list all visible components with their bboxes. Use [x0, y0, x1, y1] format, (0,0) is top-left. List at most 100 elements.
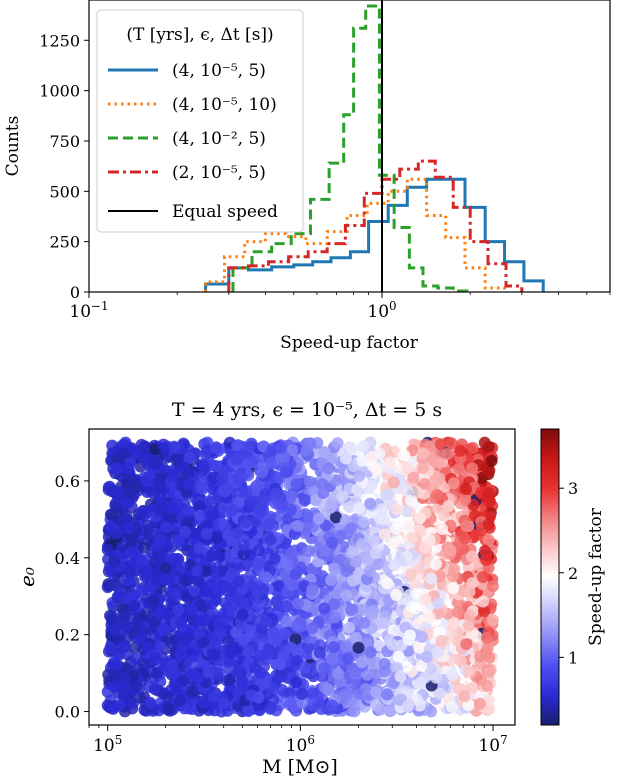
scatter-point: [446, 669, 459, 682]
scatter-point: [257, 583, 270, 596]
scatter-point: [482, 465, 495, 478]
y-tick-label: 0.2: [55, 626, 80, 645]
y-tick-label: 750: [49, 132, 80, 151]
scatter-point: [168, 587, 181, 600]
scatter-point: [322, 462, 335, 475]
histogram-ylabel: Counts: [3, 116, 23, 177]
scatter-point: [340, 565, 353, 578]
histogram-ticks: 0 250 500 750 1000 1250 10−1 100: [39, 31, 611, 322]
scatter-point: [414, 676, 427, 689]
scatter-point: [246, 579, 259, 592]
scatter-point: [482, 487, 495, 500]
scatter-point: [134, 622, 147, 635]
scatter-point: [296, 696, 309, 709]
y-tick-label: 1250: [39, 31, 80, 50]
scatter-xlabel: M [M⊙]: [262, 756, 338, 778]
scatter-point: [432, 597, 445, 610]
scatter-point: [465, 550, 478, 563]
scatter-point: [147, 594, 160, 607]
scatter-point: [344, 522, 357, 535]
scatter-point: [381, 577, 394, 590]
scatter-point: [367, 605, 380, 618]
scatter-title: T = 4 yrs, ϵ = 10⁻⁵, Δt = 5 s: [172, 399, 442, 421]
scatter-point: [185, 603, 198, 616]
scatter-point: [106, 508, 119, 521]
scatter-point: [339, 452, 352, 465]
scatter-point: [433, 472, 446, 485]
scatter-point: [306, 584, 319, 597]
scatter-point: [445, 700, 458, 713]
scatter-point: [315, 702, 328, 715]
scatter-point: [168, 468, 181, 481]
scatter-point: [220, 580, 233, 593]
scatter-point: [286, 578, 299, 591]
scatter-point: [252, 544, 265, 557]
scatter-point: [256, 466, 269, 479]
scatter-point: [466, 441, 479, 454]
scatter-point: [269, 487, 282, 500]
scatter-point: [384, 456, 397, 469]
scatter-point: [153, 504, 166, 517]
scatter-point: [193, 542, 206, 555]
scatter-point: [415, 659, 428, 672]
scatter-point: [182, 467, 195, 480]
scatter-point: [392, 517, 405, 530]
scatter-point: [376, 503, 389, 516]
scatter-point: [135, 438, 148, 451]
scatter-point: [477, 595, 490, 608]
y-tick-label: 0.4: [55, 549, 80, 568]
scatter-point: [397, 439, 410, 452]
scatter-point: [208, 648, 221, 661]
scatter-point: [377, 513, 390, 526]
legend-title: (T [yrs], ϵ, Δt [s]): [126, 25, 273, 45]
scatter-point: [108, 555, 121, 568]
scatter-point: [238, 633, 251, 646]
scatter-point: [278, 450, 291, 463]
scatter-point: [118, 672, 131, 685]
scatter-point: [402, 700, 415, 713]
scatter-point: [104, 641, 117, 654]
scatter-point: [400, 660, 413, 673]
scatter-point: [386, 537, 399, 550]
scatter-point: [442, 447, 455, 460]
scatter-point: [292, 597, 305, 610]
scatter-point: [470, 529, 483, 542]
scatter-point: [193, 617, 206, 630]
scatter-point: [136, 505, 149, 518]
scatter-point: [343, 621, 356, 634]
scatter-point: [120, 497, 133, 510]
scatter-point: [166, 659, 179, 672]
scatter-point: [230, 453, 243, 466]
scatter-point: [324, 501, 337, 514]
scatter-point: [106, 439, 119, 452]
scatter-point: [460, 638, 473, 651]
scatter-point: [138, 541, 151, 554]
scatter-point: [407, 471, 420, 484]
scatter-point: [124, 546, 137, 559]
scatter-point: [391, 503, 404, 516]
scatter-point: [214, 626, 227, 639]
scatter-point: [231, 527, 244, 540]
scatter-point: [328, 562, 341, 575]
scatter-point: [241, 458, 254, 471]
scatter-point: [168, 440, 181, 453]
scatter-point: [183, 451, 196, 464]
scatter-point: [460, 520, 473, 533]
scatter-point: [179, 574, 192, 587]
scatter-point: [275, 441, 288, 454]
scatter-point: [254, 649, 267, 662]
scatter-point: [250, 479, 263, 492]
scatter-point: [125, 442, 138, 455]
scatter-point: [264, 456, 277, 469]
scatter-point: [417, 462, 430, 475]
scatter-point: [106, 610, 119, 623]
scatter-point: [121, 685, 134, 698]
scatter-point: [233, 595, 246, 608]
scatter-point: [130, 679, 143, 692]
scatter-point: [454, 444, 467, 457]
scatter-point: [331, 437, 344, 450]
scatter-point: [166, 501, 179, 514]
scatter-point: [356, 538, 369, 551]
scatter-point: [209, 545, 222, 558]
